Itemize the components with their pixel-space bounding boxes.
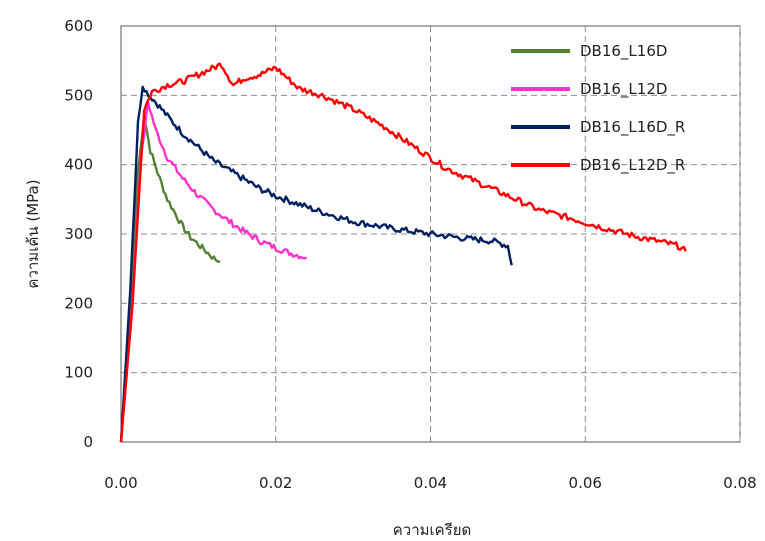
y-tick-label: 200 [64, 294, 93, 312]
y-tick-label: 100 [64, 364, 93, 382]
series-line-1 [119, 116, 221, 443]
y-axis-title: ความเค้น (MPa) [24, 179, 42, 288]
series-line-3 [119, 85, 513, 443]
series-layer [119, 62, 687, 443]
y-tick-label: 400 [64, 156, 93, 174]
x-axis-ticks: 0.00 0.02 0.04 0.06 0.08 [104, 474, 756, 492]
series-line-4 [119, 62, 687, 443]
series-line-2 [119, 101, 308, 443]
x-tick-label: 0.00 [104, 474, 137, 492]
x-tick-label: 0.06 [569, 474, 602, 492]
legend-label: DB16_L12D_R [580, 156, 685, 175]
legend: DB16_L16D DB16_L12D DB16_L16D_R DB16_L12D_R [511, 42, 685, 175]
x-tick-label: 0.02 [259, 474, 292, 492]
legend-label: DB16_L16D_R [580, 118, 685, 137]
y-axis-ticks: 0 100 200 300 400 500 600 [64, 17, 93, 451]
legend-label: DB16_L12D [580, 80, 667, 99]
y-tick-label: 500 [64, 86, 93, 104]
grid-lines [121, 26, 741, 442]
legend-label: DB16_L16D [580, 42, 667, 61]
x-tick-label: 0.04 [414, 474, 447, 492]
y-tick-label: 0 [83, 433, 93, 451]
x-axis-title: ความเครียด [393, 521, 472, 539]
y-tick-label: 600 [64, 17, 93, 35]
x-tick-label: 0.08 [723, 474, 756, 492]
y-tick-label: 300 [64, 225, 93, 243]
